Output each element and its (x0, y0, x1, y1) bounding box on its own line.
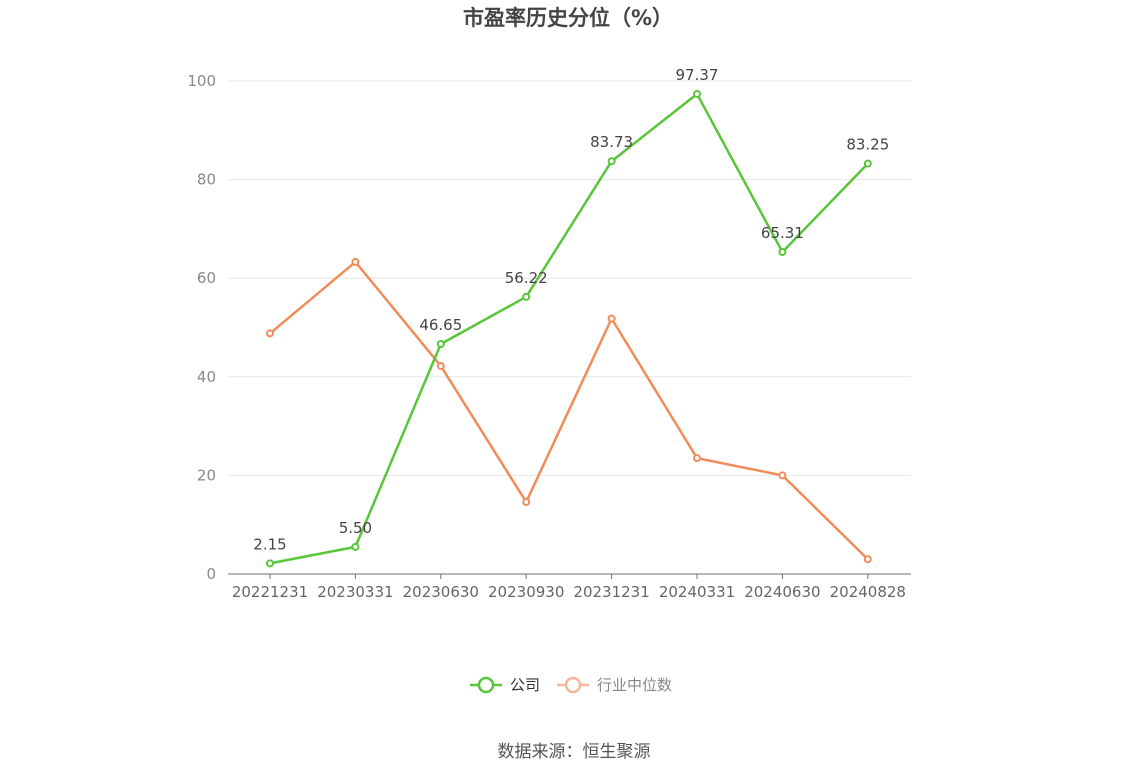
y-tick-label: 0 (206, 565, 216, 583)
grid-lines (228, 80, 911, 476)
x-tick-label: 20231231 (573, 583, 649, 601)
series-line-company (269, 92, 869, 565)
x-tick-label: 20240828 (830, 583, 906, 601)
data-label: 83.25 (846, 136, 889, 154)
y-tick-label: 100 (187, 72, 216, 90)
x-tick-label: 20230630 (403, 583, 479, 601)
legend-label: 行业中位数 (597, 676, 672, 694)
data-label: 46.65 (419, 316, 462, 334)
data-label: 83.73 (590, 133, 633, 151)
y-tick-label: 40 (197, 368, 216, 386)
legend-marker (564, 676, 582, 694)
y-tick-label: 60 (197, 269, 216, 287)
data-label: 65.31 (761, 224, 804, 242)
data-labels: 2.15 5.50 46.65 56.22 83.73 97.37 65.31 83.25 (253, 66, 889, 553)
y-tick-label: 80 (197, 171, 216, 189)
data-point[interactable] (266, 559, 274, 568)
data-point[interactable] (863, 159, 872, 168)
data-point[interactable] (436, 340, 445, 349)
data-point[interactable] (522, 498, 531, 507)
data-label: 97.37 (676, 66, 719, 84)
data-point[interactable] (693, 454, 701, 463)
x-tick-label: 20230331 (317, 583, 393, 601)
legend-label: 公司 (510, 676, 540, 694)
data-point[interactable] (778, 248, 787, 257)
data-point[interactable] (436, 361, 445, 370)
y-axis: 0 20 40 60 80 100 (187, 72, 216, 583)
data-point[interactable] (351, 257, 360, 266)
data-point[interactable] (607, 157, 616, 166)
chart-title: 市盈率历史分位（%） (463, 6, 673, 30)
x-tick-label: 20230930 (488, 583, 564, 601)
series-layer (266, 89, 872, 568)
x-tick-label: 20240331 (659, 583, 735, 601)
series-line-industry-median (269, 260, 869, 561)
legend[interactable]: 公司 行业中位数 (470, 676, 672, 694)
legend-item-industry-median[interactable]: 行业中位数 (557, 676, 672, 694)
legend-marker (477, 676, 495, 694)
data-point[interactable] (607, 314, 616, 323)
data-point[interactable] (693, 89, 701, 98)
data-point[interactable] (522, 292, 531, 301)
data-point[interactable] (863, 555, 872, 564)
x-tick-label: 20240630 (744, 583, 820, 601)
data-point[interactable] (351, 542, 360, 551)
data-label: 56.22 (505, 269, 548, 287)
source-note: 数据来源：恒生聚源 (498, 742, 651, 762)
data-label: 2.15 (253, 535, 286, 553)
x-tick-label: 20221231 (232, 583, 308, 601)
y-tick-label: 20 (197, 466, 216, 484)
data-point[interactable] (778, 471, 787, 480)
legend-item-company[interactable]: 公司 (470, 676, 540, 694)
x-axis: 20221231 20230331 20230630 20230930 20231231… (228, 573, 911, 601)
data-label: 5.50 (339, 519, 372, 537)
data-point[interactable] (266, 329, 274, 338)
